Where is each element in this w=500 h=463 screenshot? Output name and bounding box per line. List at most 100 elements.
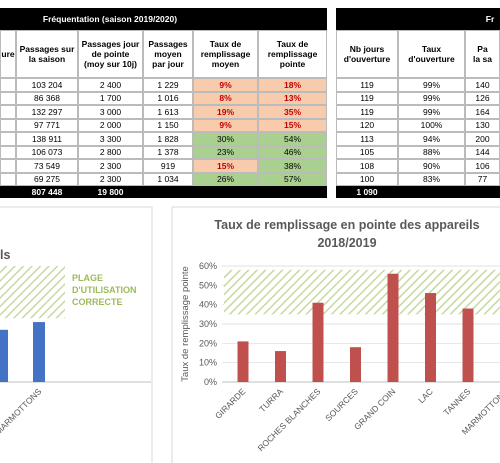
target-band — [0, 266, 65, 319]
x-tick-label: TANNES — [441, 386, 472, 417]
x-tick-label: TURRA — [257, 386, 285, 414]
table-cell: 99% — [398, 105, 465, 119]
bar — [0, 329, 8, 382]
table-cell — [0, 132, 16, 146]
table-title: Fr — [470, 8, 500, 30]
table-cell: 119 — [336, 105, 398, 119]
cell-text: 3 000 — [99, 106, 122, 117]
table-cell: 94% — [398, 132, 465, 146]
cell-text: 100% — [420, 120, 443, 131]
table-cell: 90% — [398, 159, 465, 173]
table-cell: 1 229 — [143, 78, 193, 92]
table-cell: 3 000 — [78, 105, 143, 119]
cell-text: Passages sur — [19, 44, 75, 54]
table-cell: 100 — [336, 172, 398, 186]
table-cell: 83% — [398, 172, 465, 186]
cell-text: 103 204 — [31, 79, 63, 90]
cell-text: 1 828 — [157, 133, 179, 144]
cell-text: 1 378 — [157, 147, 179, 158]
total-cell: 19 800 — [78, 186, 143, 198]
cell-text: 1 700 — [99, 93, 122, 104]
table-cell: 99% — [398, 91, 465, 105]
cell-text: 120 — [359, 120, 375, 131]
cell-text: 2 400 — [99, 79, 122, 90]
column-header: Taux de remplissage moyen — [193, 30, 258, 78]
table-cell: 103 204 — [16, 78, 78, 92]
cell-text: 77 — [477, 174, 488, 185]
table-cell: 132 297 — [16, 105, 78, 119]
bar — [387, 273, 399, 382]
target-band — [224, 269, 500, 315]
cell-text: 130 — [475, 120, 490, 131]
cell-text: 807 448 — [31, 187, 63, 197]
cell-text: pointe — [279, 59, 306, 69]
cell-text: 9% — [219, 79, 232, 90]
cell-text: 119 — [360, 93, 374, 104]
cell-text: 86 368 — [34, 93, 60, 104]
cell-text: par jour — [152, 59, 184, 69]
cell-text: 90% — [422, 160, 440, 171]
cell-text: 119 — [360, 79, 374, 90]
table-cell: 38% — [258, 159, 327, 173]
bar — [275, 351, 286, 382]
cell-text: 57% — [283, 174, 301, 185]
table-title: Fréquentation (saison 2019/2020) — [0, 8, 220, 30]
table-cell: 100% — [398, 118, 465, 132]
cell-text: Fréquentation (saison 2019/2020) — [42, 14, 178, 24]
cell-text: 140 — [475, 79, 490, 90]
cell-text: Fr — [485, 14, 495, 24]
table-cell: 88% — [398, 145, 465, 159]
table-cell: 69 275 — [16, 172, 78, 186]
table-cell — [0, 78, 16, 92]
cell-text: 200 — [475, 133, 490, 144]
table-cell: 9% — [193, 78, 258, 92]
bar — [33, 322, 45, 382]
table-cell: 18% — [258, 78, 327, 92]
cell-text: remplissage — [267, 49, 318, 59]
x-tick-label: MARMOTTONS — [0, 386, 44, 437]
table-cell: 106 073 — [16, 145, 78, 159]
cell-text: 19% — [216, 106, 234, 117]
cell-text: 99% — [422, 93, 440, 104]
y-axis-title: Taux de remplissage pointe — [180, 266, 191, 382]
chart-title: 2018/2019 — [317, 236, 376, 250]
table-cell: 1 034 — [143, 172, 193, 186]
table-cell: 26% — [193, 172, 258, 186]
cell-text: d'ouverture — [408, 54, 455, 64]
cell-text: 8% — [219, 93, 232, 104]
table-cell: 919 — [143, 159, 193, 173]
cell-text: 132 297 — [31, 106, 63, 117]
bar — [425, 293, 436, 382]
cell-text: 113 — [360, 133, 374, 144]
cell-text: 46% — [283, 147, 301, 158]
table-cell: 15% — [258, 118, 327, 132]
column-header: Nb jours d'ouverture — [336, 30, 398, 78]
cell-text: 164 — [475, 106, 490, 117]
table-cell: 97 771 — [16, 118, 78, 132]
table-cell: 2 000 — [78, 118, 143, 132]
cell-text: 19 800 — [97, 187, 124, 197]
cell-text: Taux de — [276, 39, 309, 49]
table-cell: 3 300 — [78, 132, 143, 146]
cell-text: 3 300 — [99, 133, 122, 144]
cell-text: 105 — [359, 147, 375, 158]
bar — [237, 341, 249, 382]
cell-text: 99% — [422, 79, 440, 90]
cell-text: 35% — [283, 106, 301, 117]
table-cell: 19% — [193, 105, 258, 119]
bar — [350, 347, 361, 382]
table-cell: 86 368 — [16, 91, 78, 105]
cell-text: Pa — [477, 44, 488, 54]
cell-text: 73 549 — [34, 160, 60, 171]
cell-text: 13% — [283, 93, 301, 104]
cell-text: 97 771 — [34, 120, 60, 131]
column-header: Passages jour de pointe (moy sur 10j) — [78, 30, 143, 78]
cell-text: 144 — [475, 147, 490, 158]
cell-text: 1 090 — [356, 187, 378, 197]
table-cell: 1 150 — [143, 118, 193, 132]
left-chart-frame — [0, 206, 153, 463]
cell-text: 1 150 — [157, 120, 179, 131]
cell-text: 106 073 — [31, 147, 63, 158]
